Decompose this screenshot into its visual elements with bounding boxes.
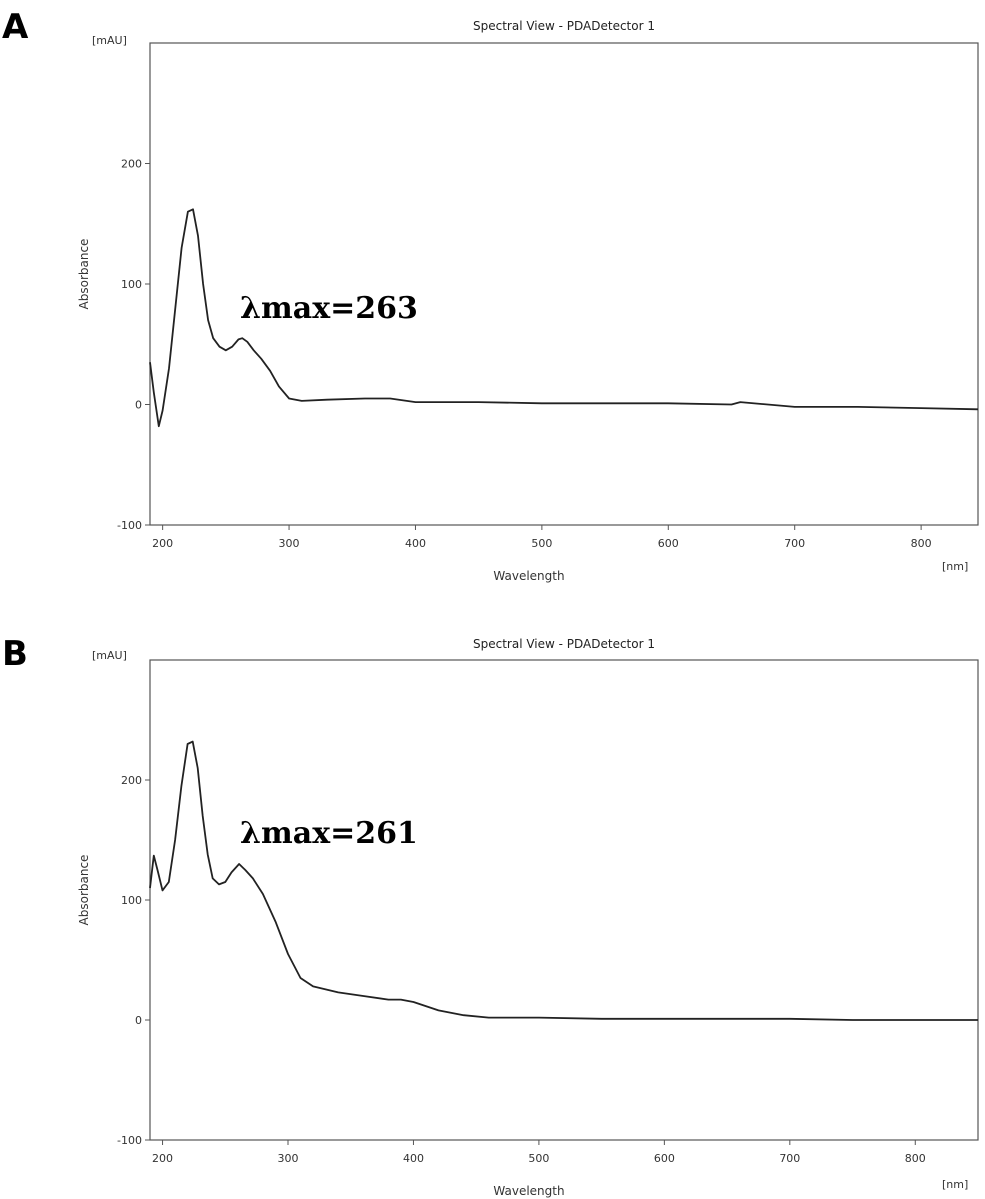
panel-b-x-tick-label: 700 bbox=[779, 1152, 800, 1165]
panel-b-title: Spectral View - PDADetector 1 bbox=[473, 637, 655, 651]
panel-b-x-axis-title: Wavelength bbox=[493, 1184, 564, 1198]
panel-b-y-tick-label: -100 bbox=[117, 1134, 142, 1147]
panel-b-y-tick-label: 200 bbox=[121, 774, 142, 787]
panel-b-x-unit: [nm] bbox=[942, 1178, 968, 1191]
panel-a-y-tick-label: 200 bbox=[121, 158, 142, 171]
panel-b-x-tick-label: 200 bbox=[152, 1152, 173, 1165]
panel-a-x-tick-label: 400 bbox=[405, 537, 426, 550]
panel-a-x-tick-label: 300 bbox=[279, 537, 300, 550]
panel-b-x-tick-label: 400 bbox=[403, 1152, 424, 1165]
panel-a-x-tick-label: 200 bbox=[152, 537, 173, 550]
panel-b-plot-frame bbox=[149, 659, 979, 1141]
panel-b-series-line bbox=[149, 740, 978, 1021]
panel-a-y-axis-title: Absorbance bbox=[77, 239, 91, 310]
panel-a-y-tick-label: 100 bbox=[121, 278, 142, 291]
panel-a-series-line bbox=[149, 208, 979, 428]
panel-a-plot-frame bbox=[149, 42, 979, 526]
panel-b-x-tick-label: 600 bbox=[654, 1152, 675, 1165]
panel-a-lambda-max-annotation: λmax=263 bbox=[240, 291, 418, 326]
panel-a-y-tick-label: -100 bbox=[117, 519, 142, 532]
panel-a-x-unit: [nm] bbox=[942, 560, 968, 573]
panel-b-y-axis-title: Absorbance bbox=[77, 855, 91, 926]
panel-b-x-tick-label: 500 bbox=[528, 1152, 549, 1165]
panel-b-x-tick-label: 800 bbox=[905, 1152, 926, 1165]
panel-a-y-unit: [mAU] bbox=[92, 34, 127, 47]
panel-a-x-tick-label: 500 bbox=[531, 537, 552, 550]
panel-b-y-tick-label: 0 bbox=[135, 1014, 142, 1027]
panel-a-x-tick-label: 600 bbox=[658, 537, 679, 550]
panel-a-x-tick-label: 800 bbox=[911, 537, 932, 550]
panel-b-letter: B bbox=[2, 634, 28, 674]
panel-b-y-unit: [mAU] bbox=[92, 649, 127, 662]
panel-a-y-tick-label: 0 bbox=[135, 399, 142, 412]
panel-a-x-axis-title: Wavelength bbox=[493, 569, 564, 583]
panel-b-lambda-max-annotation: λmax=261 bbox=[240, 816, 418, 851]
panel-a-x-tick-label: 700 bbox=[784, 537, 805, 550]
panel-b-x-tick-label: 300 bbox=[278, 1152, 299, 1165]
panel-b-y-tick-label: 100 bbox=[121, 894, 142, 907]
panel-a-letter: A bbox=[2, 7, 29, 47]
panel-a-title: Spectral View - PDADetector 1 bbox=[473, 19, 655, 33]
